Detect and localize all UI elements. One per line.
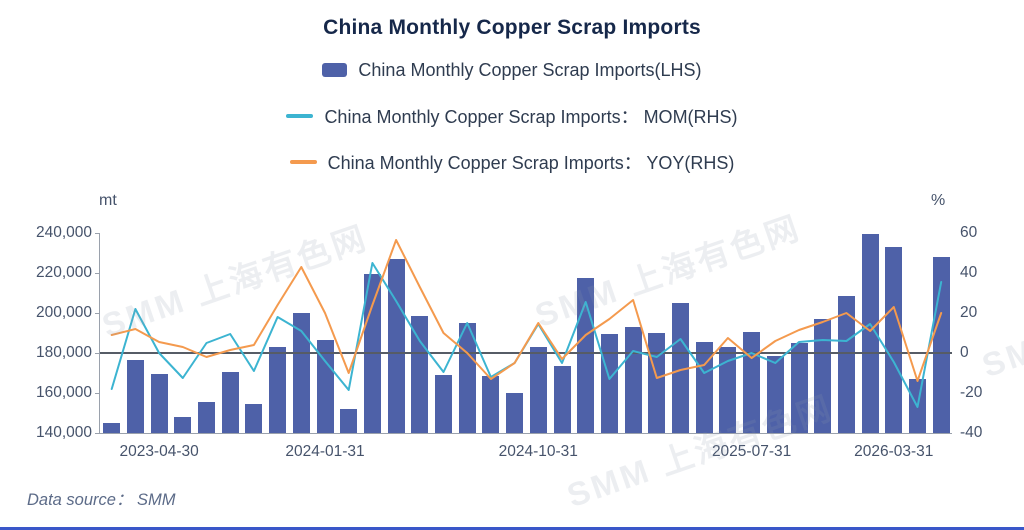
left-axis-tick-label: 140,000: [35, 424, 92, 441]
bar[interactable]: [126, 360, 144, 433]
left-axis-tick: [95, 393, 100, 394]
left-axis-tick-label: 200,000: [35, 304, 92, 321]
x-axis-tick-label: 2024-01-31: [285, 443, 365, 460]
bar[interactable]: [292, 313, 310, 433]
right-axis-tick-label: 60: [960, 224, 978, 241]
bar[interactable]: [221, 372, 239, 433]
bottom-accent-bar: [0, 527, 1024, 530]
bar[interactable]: [885, 247, 903, 433]
bar[interactable]: [648, 333, 666, 433]
x-axis-line: [100, 433, 952, 434]
left-axis-tick: [95, 353, 100, 354]
data-source-note: Data source： SMM: [27, 491, 176, 509]
left-axis-tick: [95, 273, 100, 274]
x-axis-tick-label: 2026-03-31: [854, 443, 934, 460]
right-axis-tick-label: -20: [960, 384, 983, 401]
bar[interactable]: [861, 234, 879, 433]
bar[interactable]: [198, 402, 215, 433]
bar[interactable]: [269, 347, 287, 433]
bar-series-marker-icon: [322, 63, 348, 77]
legend-label: China Monthly Copper Scrap Imports(LHS): [358, 59, 702, 80]
legend-item-yoy-rhs[interactable]: China Monthly Copper Scrap Imports： YOY(…: [0, 150, 1024, 174]
x-axis-tick-label: 2024-10-31: [498, 443, 578, 460]
bar[interactable]: [506, 393, 524, 433]
bar[interactable]: [837, 296, 855, 433]
left-axis-tick: [95, 313, 100, 314]
legend-item-imports-lhs[interactable]: China Monthly Copper Scrap Imports(LHS): [0, 58, 1024, 82]
bar[interactable]: [695, 342, 713, 433]
left-axis-tick: [95, 433, 100, 434]
legend-label: China Monthly Copper Scrap Imports： YOY(…: [327, 153, 735, 173]
x-axis-tick-label: 2025-07-31: [711, 443, 792, 460]
legend-label: China Monthly Copper Scrap Imports： MOM(…: [324, 107, 738, 127]
bar[interactable]: [553, 366, 571, 433]
bar[interactable]: [529, 347, 547, 433]
bar[interactable]: [340, 409, 358, 433]
plot-area: 2023-04-30 2024-01-31 2024-10-31 2025-07-31…: [95, 233, 952, 460]
bar[interactable]: [387, 259, 405, 433]
left-axis-line: [99, 233, 100, 433]
left-axis-tick-label: 220,000: [35, 264, 92, 281]
bar[interactable]: [482, 376, 500, 433]
bar[interactable]: [743, 332, 761, 433]
bar[interactable]: [672, 303, 689, 433]
right-axis-tick-label: 20: [960, 304, 978, 321]
yoy-line-marker-icon: [289, 160, 317, 164]
left-axis-tick-label: 240,000: [35, 224, 92, 241]
bar[interactable]: [600, 334, 618, 433]
bar[interactable]: [245, 404, 263, 433]
right-axis-unit: %: [931, 192, 946, 209]
bar[interactable]: [790, 343, 808, 433]
right-axis-tick-label: -40: [960, 424, 983, 441]
bar[interactable]: [814, 319, 832, 433]
bar[interactable]: [174, 417, 192, 433]
mom-line-marker-icon: [286, 114, 314, 118]
left-axis-unit: mt: [99, 192, 117, 209]
mom-line[interactable]: [110, 262, 943, 408]
zero-line: [100, 352, 952, 354]
left-axis-tick-label: 160,000: [35, 384, 92, 401]
x-axis-tick-label: 2023-04-30: [119, 443, 199, 460]
bar[interactable]: [719, 347, 737, 433]
yoy-line[interactable]: [110, 239, 943, 382]
left-axis-tick-label: 180,000: [35, 344, 92, 361]
left-axis-tick: [95, 233, 100, 234]
bar[interactable]: [435, 375, 452, 433]
bar[interactable]: [316, 340, 334, 433]
line-series-layer: [110, 239, 943, 408]
bar[interactable]: [766, 356, 784, 433]
right-axis-tick-label: 40: [960, 264, 978, 281]
bar[interactable]: [150, 374, 168, 433]
legend-item-mom-rhs[interactable]: China Monthly Copper Scrap Imports： MOM(…: [0, 104, 1024, 128]
chart-title: China Monthly Copper Scrap Imports: [323, 16, 701, 39]
right-axis-tick-label: 0: [960, 344, 969, 361]
bar[interactable]: [103, 423, 121, 433]
